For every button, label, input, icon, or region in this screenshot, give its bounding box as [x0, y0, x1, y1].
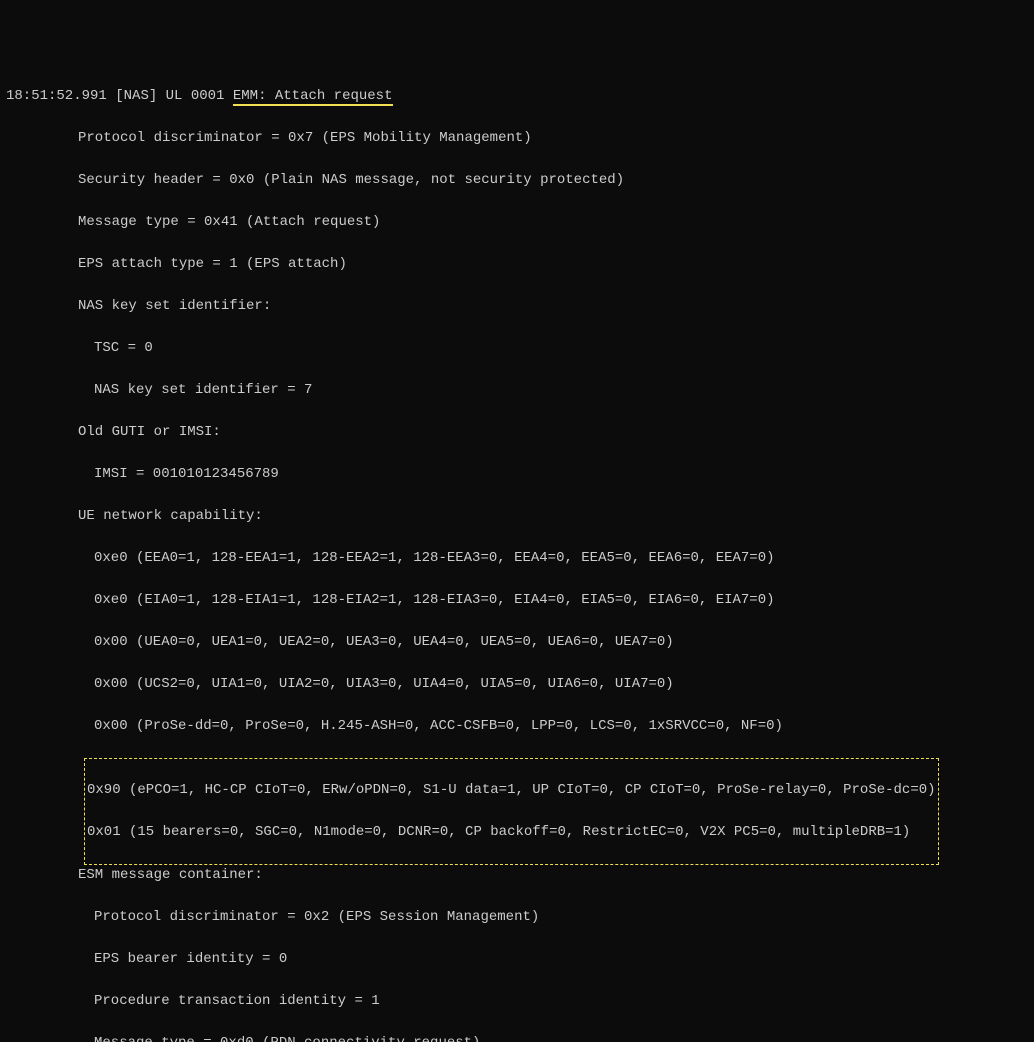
timestamp: 18:51:52.991 — [6, 88, 107, 104]
security-header: Security header = 0x0 (Plain NAS message… — [6, 170, 1028, 191]
highlighted-capability-box: 0x90 (ePCO=1, HC-CP CIoT=0, ERw/oPDN=0, … — [84, 758, 939, 865]
message-type: Message type = 0x41 (Attach request) — [6, 212, 1028, 233]
esm-bearer-identity: EPS bearer identity = 0 — [6, 949, 1028, 970]
protocol-discriminator: Protocol discriminator = 0x7 (EPS Mobili… — [6, 128, 1028, 149]
esm-container-header: ESM message container: — [6, 865, 1028, 886]
esm-message-type: Message type = 0xd0 (PDN connectivity re… — [6, 1033, 1028, 1042]
capability-prose: 0x00 (ProSe-dd=0, ProSe=0, H.245-ASH=0, … — [6, 716, 1028, 737]
old-guti-header: Old GUTI or IMSI: — [6, 422, 1028, 443]
esm-protocol-discriminator: Protocol discriminator = 0x2 (EPS Sessio… — [6, 907, 1028, 928]
prefix-tag: [NAS] UL 0001 — [115, 88, 233, 104]
nas-key-set-header: NAS key set identifier: — [6, 296, 1028, 317]
tsc-value: TSC = 0 — [6, 338, 1028, 359]
capability-uea: 0x00 (UEA0=0, UEA1=0, UEA2=0, UEA3=0, UE… — [6, 632, 1028, 653]
log-header-line: 18:51:52.991 [NAS] UL 0001 EMM: Attach r… — [6, 86, 1028, 107]
capability-uia: 0x00 (UCS2=0, UIA1=0, UIA2=0, UIA3=0, UI… — [6, 674, 1028, 695]
nas-key-set-id: NAS key set identifier = 7 — [6, 380, 1028, 401]
esm-procedure-transaction: Procedure transaction identity = 1 — [6, 991, 1028, 1012]
capability-eea: 0xe0 (EEA0=1, 128-EEA1=1, 128-EEA2=1, 12… — [6, 548, 1028, 569]
message-title-highlight: EMM: Attach request — [233, 88, 393, 106]
capability-eia: 0xe0 (EIA0=1, 128-EIA1=1, 128-EIA2=1, 12… — [6, 590, 1028, 611]
eps-attach-type: EPS attach type = 1 (EPS attach) — [6, 254, 1028, 275]
imsi-value: IMSI = 001010123456789 — [6, 464, 1028, 485]
ue-network-capability-header: UE network capability: — [6, 506, 1028, 527]
capability-epco: 0x90 (ePCO=1, HC-CP CIoT=0, ERw/oPDN=0, … — [87, 780, 936, 801]
capability-bearers: 0x01 (15 bearers=0, SGC=0, N1mode=0, DCN… — [87, 822, 936, 843]
